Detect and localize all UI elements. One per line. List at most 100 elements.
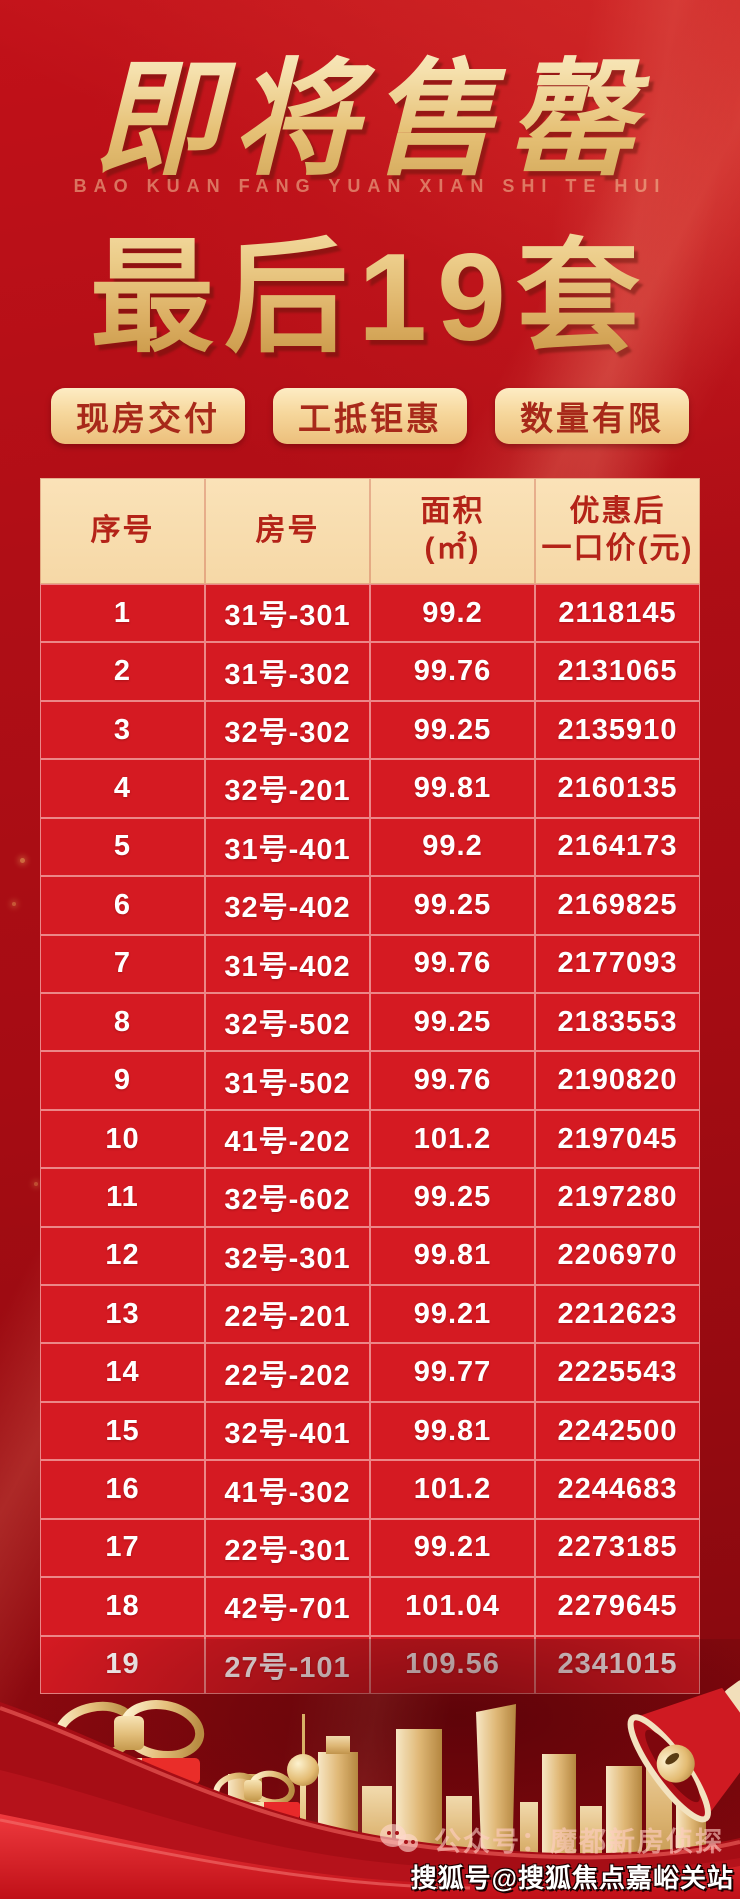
table-cell-room: 32号-201 xyxy=(205,759,370,818)
table-cell-price: 2242500 xyxy=(535,1401,700,1461)
table-row: 4 32号-201 99.81 2160135 xyxy=(40,759,700,818)
table-cell-no: 1 xyxy=(40,584,205,643)
table-cell-price: 2197280 xyxy=(535,1168,700,1227)
table-cell-room: 32号-401 xyxy=(205,1401,370,1461)
table-cell-room: 31号-502 xyxy=(205,1051,370,1110)
table-row: 15 32号-401 99.81 2242500 xyxy=(40,1401,700,1461)
table-cell-no: 11 xyxy=(40,1168,205,1227)
table-cell-room: 22号-301 xyxy=(205,1518,370,1578)
table-cell-area: 99.76 xyxy=(370,642,535,701)
table-cell-no: 12 xyxy=(40,1226,205,1286)
table-body: 1 31号-301 99.2 2118145 2 31号-302 99.76 2131065 3… xyxy=(40,584,700,1695)
table-cell-price: 2183553 xyxy=(535,992,700,1052)
table-row: 2 31号-302 99.76 2131065 xyxy=(40,642,700,701)
table-cell-no: 7 xyxy=(40,934,205,993)
table-row: 17 22号-301 99.21 2273185 xyxy=(40,1518,700,1578)
wechat-account-label: 公众号：魔都新房侦探 xyxy=(434,1827,724,1857)
table-cell-area: 99.25 xyxy=(370,876,535,935)
table-cell-no: 6 xyxy=(40,876,205,935)
table-cell-room: 31号-302 xyxy=(205,642,370,701)
table-cell-no: 2 xyxy=(40,642,205,701)
table-cell-no: 8 xyxy=(40,992,205,1052)
table-row: 1 31号-301 99.2 2118145 xyxy=(40,584,700,643)
table-cell-price: 2212623 xyxy=(535,1285,700,1344)
table-cell-no: 17 xyxy=(40,1518,205,1578)
table-cell-no: 14 xyxy=(40,1343,205,1402)
table-cell-no: 13 xyxy=(40,1285,205,1344)
table-cell-no: 16 xyxy=(40,1460,205,1519)
table-cell-area: 99.25 xyxy=(370,992,535,1052)
table-cell-room: 42号-701 xyxy=(205,1577,370,1636)
table-cell-area: 101.2 xyxy=(370,1109,535,1169)
table-cell-area: 101.04 xyxy=(370,1577,535,1636)
footer-decoration xyxy=(0,1674,740,1899)
sparkle-dot xyxy=(12,902,16,906)
promo-badge-2: 工抵钜惠 xyxy=(273,388,467,444)
table-cell-area: 99.25 xyxy=(370,1168,535,1227)
table-cell-price: 2131065 xyxy=(535,642,700,701)
sparkle-dot xyxy=(34,1182,38,1186)
table-cell-room: 31号-301 xyxy=(205,584,370,643)
column-header-2: 房号 xyxy=(205,478,370,584)
table-row: 11 32号-602 99.25 2197280 xyxy=(40,1168,700,1227)
table-row: 14 22号-202 99.77 2225543 xyxy=(40,1343,700,1402)
table-cell-price: 2279645 xyxy=(535,1577,700,1636)
table-cell-area: 99.76 xyxy=(370,934,535,993)
table-row: 5 31号-401 99.2 2164173 xyxy=(40,817,700,877)
table-cell-area: 99.21 xyxy=(370,1285,535,1344)
table-cell-price: 2177093 xyxy=(535,934,700,993)
table-row: 13 22号-201 99.21 2212623 xyxy=(40,1285,700,1344)
table-row: 6 32号-402 99.25 2169825 xyxy=(40,876,700,935)
table-cell-area: 99.76 xyxy=(370,1051,535,1110)
table-cell-area: 99.2 xyxy=(370,817,535,877)
table-header-row: 序号 房号 面积 (㎡) 优惠后 一口价(元) xyxy=(40,478,700,584)
wechat-account-line: 公众号：魔都新房侦探 xyxy=(380,1820,724,1859)
table-cell-no: 10 xyxy=(40,1109,205,1169)
table-row: 10 41号-202 101.2 2197045 xyxy=(40,1109,700,1169)
table-cell-price: 2135910 xyxy=(535,700,700,760)
table-row: 12 32号-301 99.81 2206970 xyxy=(40,1226,700,1286)
table-cell-no: 18 xyxy=(40,1577,205,1636)
table-cell-room: 41号-302 xyxy=(205,1460,370,1519)
table-cell-area: 101.2 xyxy=(370,1460,535,1519)
sparkle-dot xyxy=(20,858,25,863)
table-cell-area: 99.81 xyxy=(370,1226,535,1286)
column-header-3: 面积 (㎡) xyxy=(370,478,535,584)
footer-art xyxy=(0,1679,740,1899)
table-cell-room: 32号-602 xyxy=(205,1168,370,1227)
table-cell-price: 2164173 xyxy=(535,817,700,877)
table-cell-room: 32号-301 xyxy=(205,1226,370,1286)
table-cell-no: 5 xyxy=(40,817,205,877)
table-cell-room: 32号-502 xyxy=(205,992,370,1052)
table-cell-room: 41号-202 xyxy=(205,1109,370,1169)
table-cell-area: 99.21 xyxy=(370,1518,535,1578)
table-cell-area: 99.77 xyxy=(370,1343,535,1402)
table-cell-area: 99.81 xyxy=(370,759,535,818)
table-cell-price: 2206970 xyxy=(535,1226,700,1286)
table-cell-room: 31号-401 xyxy=(205,817,370,877)
table-row: 3 32号-302 99.25 2135910 xyxy=(40,700,700,760)
promo-badge-3: 数量有限 xyxy=(495,388,689,444)
table-cell-no: 4 xyxy=(40,759,205,818)
table-cell-area: 99.81 xyxy=(370,1401,535,1461)
pinyin-subtitle: BAO KUAN FANG YUAN XIAN SHI TE HUI xyxy=(73,176,667,196)
table-cell-room: 32号-402 xyxy=(205,876,370,935)
promo-badges: 现房交付 工抵钜惠 数量有限 xyxy=(0,388,740,444)
table-cell-price: 2160135 xyxy=(535,759,700,818)
table-cell-room: 31号-402 xyxy=(205,934,370,993)
table-cell-no: 3 xyxy=(40,700,205,760)
table-cell-price: 2273185 xyxy=(535,1518,700,1578)
table-row: 16 41号-302 101.2 2244683 xyxy=(40,1460,700,1519)
main-title: 即将售罄 xyxy=(0,18,740,200)
column-header-1: 序号 xyxy=(40,478,205,584)
table-cell-price: 2118145 xyxy=(535,584,700,643)
remaining-units-title: 最后19套 xyxy=(0,196,740,376)
table-cell-price: 2244683 xyxy=(535,1460,700,1519)
table-row: 9 31号-502 99.76 2190820 xyxy=(40,1051,700,1110)
table-row: 18 42号-701 101.04 2279645 xyxy=(40,1577,700,1636)
table-cell-price: 2197045 xyxy=(535,1109,700,1169)
table-cell-room: 22号-201 xyxy=(205,1285,370,1344)
listings-table: 序号 房号 面积 (㎡) 优惠后 一口价(元) 1 31号-301 99.2 2118145 2 3… xyxy=(40,478,700,1695)
table-row: 8 32号-502 99.25 2183553 xyxy=(40,992,700,1052)
